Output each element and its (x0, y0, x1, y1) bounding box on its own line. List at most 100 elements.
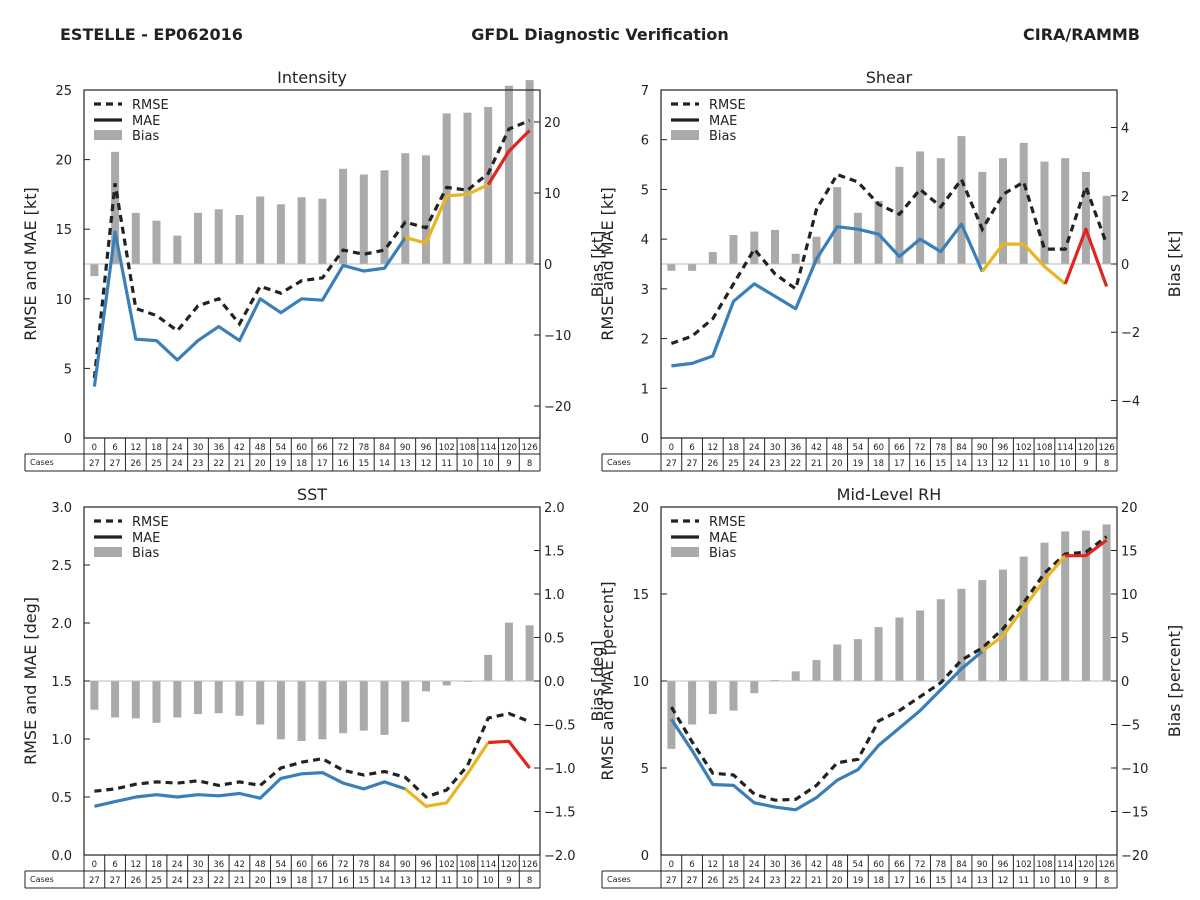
cases-value: 18 (873, 876, 884, 886)
right-tick-label: −2.0 (544, 849, 576, 864)
hour-label: 84 (379, 860, 390, 870)
cases-value: 26 (707, 459, 718, 469)
right-tick-label: 0 (544, 258, 552, 273)
right-tick-label: −1.0 (544, 762, 576, 777)
hour-label: 30 (770, 443, 781, 453)
right-tick-label: −20 (1121, 849, 1148, 864)
cases-value: 19 (852, 876, 863, 886)
hour-label: 72 (338, 443, 349, 453)
hour-label: 78 (935, 443, 946, 453)
hour-label: 72 (915, 443, 926, 453)
right-tick-label: 10 (1121, 588, 1138, 603)
legend-bias-label: Bias (132, 546, 159, 561)
bias-bar (152, 220, 161, 264)
bias-bar (214, 681, 223, 714)
bias-bar (297, 197, 306, 264)
bias-bar (750, 231, 759, 264)
right-tick-label: 10 (544, 187, 561, 202)
legend-bias-swatch (94, 547, 122, 557)
legend-mae-label: MAE (709, 114, 737, 129)
hour-label: 0 (92, 443, 97, 453)
cases-value: 20 (832, 876, 843, 886)
hour-label: 6 (689, 443, 694, 453)
cases-value: 15 (935, 876, 946, 886)
bias-bar (111, 151, 120, 264)
cases-value: 13 (400, 459, 411, 469)
cases-value: 26 (130, 876, 141, 886)
bias-bar (131, 212, 140, 264)
bias-bar (978, 171, 987, 264)
left-tick-label: 7 (641, 84, 649, 99)
legend-rmse-label: RMSE (709, 515, 746, 530)
panel-mid-level-rh: Mid-Level RH 0 5 10 15 20 −20 −15 −10 −5 0 5 10 15 20 R… (598, 485, 1184, 889)
cases-value: 23 (193, 876, 204, 886)
right-tick-label: 20 (1121, 501, 1138, 516)
right-tick-label: 5 (1121, 632, 1129, 647)
cases-value: 27 (687, 876, 698, 886)
cases-value: 27 (110, 459, 121, 469)
bias-bar (422, 155, 430, 264)
mae-line-late (486, 129, 531, 186)
hour-label: 126 (522, 443, 538, 453)
bias-bar (401, 153, 410, 264)
hour-label: 12 (707, 860, 718, 870)
bias-bar (957, 588, 966, 681)
mae-line-early (670, 650, 984, 812)
hour-label: 0 (92, 860, 97, 870)
hour-label: 66 (894, 860, 905, 870)
hour-label: 18 (728, 860, 739, 870)
hour-label: 48 (255, 443, 266, 453)
cases-value: 24 (749, 459, 760, 469)
cases-value: 17 (894, 459, 905, 469)
left-tick-label: 1 (641, 382, 649, 397)
y2-axis-label: Bias [kt] (1165, 231, 1184, 298)
right-tick-label: −15 (1121, 806, 1148, 821)
right-tick-label: 15 (1121, 545, 1138, 560)
hour-label: 0 (669, 443, 674, 453)
left-tick-label: 10 (632, 675, 649, 690)
left-tick-label: 15 (632, 588, 649, 603)
left-tick-label: 4 (641, 233, 649, 248)
rmse-line (94, 711, 531, 799)
cases-value: 27 (666, 459, 677, 469)
cases-value: 12 (998, 876, 1009, 886)
bias-bar (812, 660, 821, 681)
left-tick-label: 0 (641, 432, 649, 447)
cases-value: 10 (1060, 876, 1071, 886)
storm-name: ESTELLE - EP062016 (60, 25, 243, 44)
bias-bar (1102, 524, 1111, 681)
legend-mae-label: MAE (709, 531, 737, 546)
hour-label: 96 (998, 443, 1009, 453)
cases-value: 17 (317, 876, 328, 886)
bias-bar (318, 198, 327, 264)
hour-label: 6 (689, 860, 694, 870)
hour-label: 42 (234, 860, 245, 870)
bias-bar (339, 681, 348, 734)
bias-bar (194, 212, 202, 264)
panel-sst: SST 0.0 0.5 1.0 1.5 2.0 2.5 3.0 −2.0 −1.5 −1.0 −0.5… (21, 485, 607, 889)
hour-label: 72 (338, 860, 349, 870)
hour-label: 48 (832, 860, 843, 870)
cases-value: 19 (852, 459, 863, 469)
bias-bar (276, 681, 285, 740)
cases-value: 14 (379, 876, 390, 886)
y-axis-label: RMSE and MAE [percent] (598, 581, 617, 780)
bias-bar (131, 681, 140, 719)
left-tick-label: 15 (55, 223, 72, 238)
hour-label: 114 (1057, 443, 1073, 453)
hour-label: 48 (832, 443, 843, 453)
left-tick-label: 2 (641, 333, 649, 348)
left-tick-label: 3.0 (51, 501, 72, 516)
hour-label: 42 (811, 443, 822, 453)
cases-value: 10 (483, 876, 494, 886)
cases-value: 23 (193, 459, 204, 469)
bias-bar (1061, 158, 1070, 264)
mae-line-late (1065, 538, 1108, 558)
hour-label: 108 (1036, 443, 1052, 453)
hour-label: 12 (130, 860, 141, 870)
hour-label: 24 (172, 860, 183, 870)
bias-bar (339, 168, 348, 264)
bias-bar (359, 681, 368, 731)
left-tick-label: 5 (641, 762, 649, 777)
legend-bias-swatch (671, 130, 699, 140)
